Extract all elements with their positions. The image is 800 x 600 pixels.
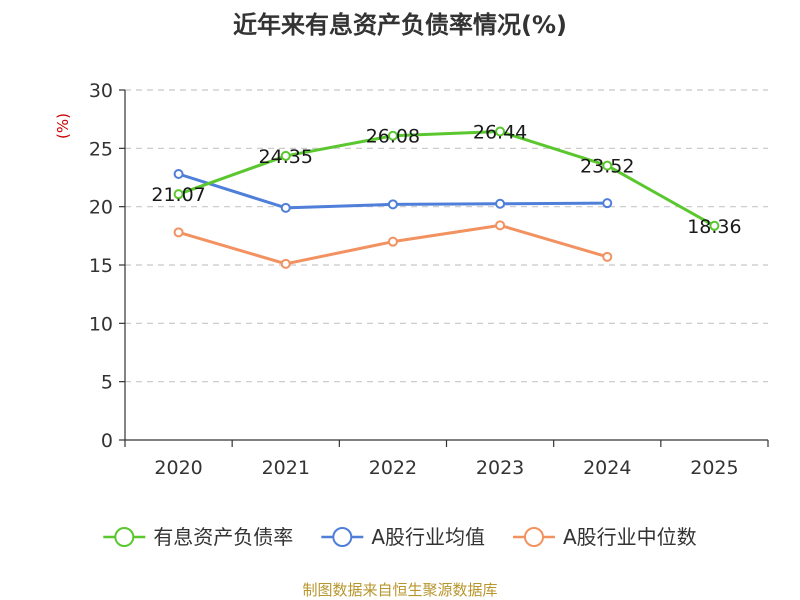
series-0-point-2025 <box>709 220 720 231</box>
y-tick-label-10: 10 <box>89 313 113 335</box>
x-tick-label-2023: 2023 <box>476 457 524 479</box>
label-layer: 21.07 24.35 26.08 26.44 23.52 18.36 <box>151 122 741 238</box>
series-0-point-2022 <box>387 130 398 141</box>
y-axis-unit: (%) <box>54 113 72 139</box>
series-1-point-2021 <box>280 202 291 213</box>
series-1-point-2022 <box>387 199 398 210</box>
data-label-2025: 18.36 <box>687 216 741 238</box>
series-1-point-2023 <box>495 198 506 209</box>
legend-label-1: A股行业均值 <box>371 525 485 549</box>
series-layer <box>173 126 720 269</box>
data-label-2020: 21.07 <box>151 184 205 206</box>
series-0-point-2024 <box>602 160 613 171</box>
grid-layer <box>125 89 768 383</box>
series-1-point-2024 <box>602 198 613 209</box>
y-tick-label-30: 30 <box>89 80 113 102</box>
series-2-point-2020 <box>173 227 184 238</box>
y-tick-label-0: 0 <box>101 430 113 452</box>
y-tick-label-15: 15 <box>89 255 113 277</box>
legend-marker-0 <box>114 527 135 547</box>
legend: 有息资产负债率 A股行业均值 A股行业中位数 <box>103 525 697 549</box>
series-2-point-2021 <box>280 258 291 269</box>
y-tick-label-25: 25 <box>89 138 113 160</box>
series-0-point-2023 <box>495 126 506 137</box>
legend-item-0[interactable]: 有息资产负债率 <box>103 525 293 549</box>
data-label-2022: 26.08 <box>366 126 420 148</box>
x-tick-label-2020: 2020 <box>154 457 202 479</box>
legend-label-0: 有息资产负债率 <box>153 525 293 549</box>
data-label-2024: 23.52 <box>580 156 634 178</box>
source-note: 制图数据来自恒生聚源数据库 <box>302 581 497 599</box>
series-2-point-2023 <box>495 220 506 231</box>
legend-item-2[interactable]: A股行业中位数 <box>513 525 697 549</box>
series-0-point-2021 <box>280 150 291 161</box>
data-label-2023: 26.44 <box>473 122 527 144</box>
legend-item-1[interactable]: A股行业均值 <box>321 525 485 549</box>
y-tick-label-20: 20 <box>89 197 113 219</box>
x-tick-label-2024: 2024 <box>583 457 631 479</box>
data-label-2021: 24.35 <box>259 146 313 168</box>
legend-marker-1 <box>332 527 353 547</box>
y-tick-label-5: 5 <box>101 372 113 394</box>
series-line-0 <box>178 130 716 228</box>
chart-title: 近年来有息资产负债率情况(%) <box>233 11 567 39</box>
x-tick-label-2021: 2021 <box>262 457 310 479</box>
legend-label-2: A股行业中位数 <box>563 525 697 549</box>
series-2-point-2022 <box>387 236 398 247</box>
x-tick-label-2022: 2022 <box>369 457 417 479</box>
series-2-point-2024 <box>602 251 613 262</box>
series-0-point-2020 <box>173 189 184 200</box>
series-1-point-2020 <box>173 169 184 179</box>
x-tick-label-2025: 2025 <box>690 457 738 479</box>
legend-marker-2 <box>524 527 544 547</box>
